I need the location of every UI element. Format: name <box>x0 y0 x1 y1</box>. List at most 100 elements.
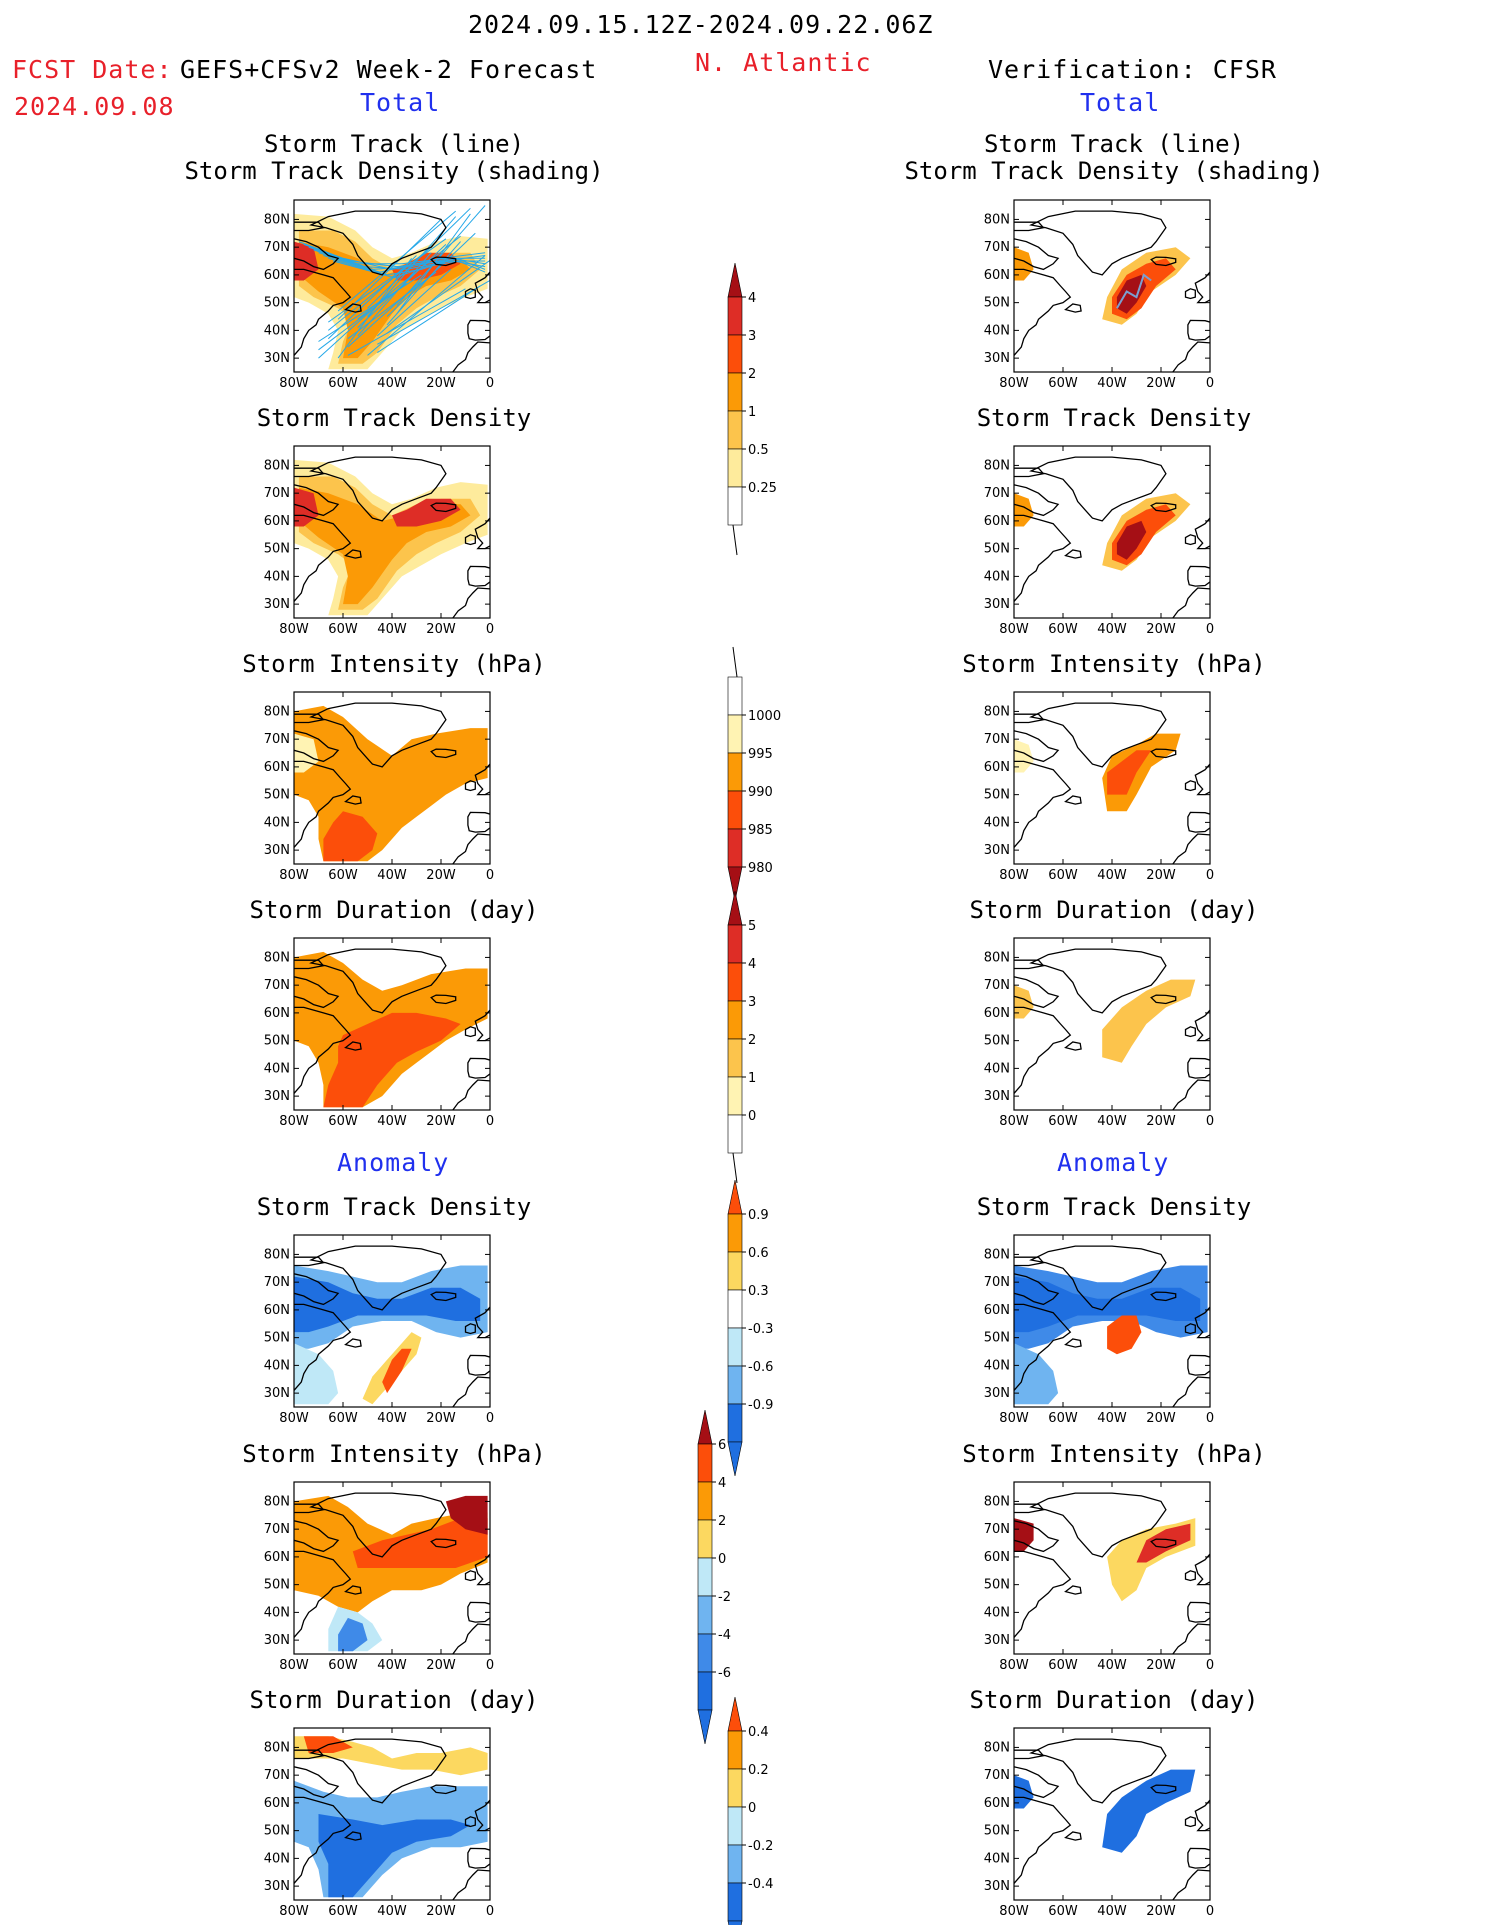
coast-newfoundland <box>344 1831 362 1841</box>
lon-label: 20W <box>426 1114 456 1129</box>
map-density-left: 80N 70N 60N 50N 40N 30N 80W 60W 40W 20W 0 <box>264 445 494 637</box>
lon-label: 80W <box>999 376 1029 391</box>
lon-label: 60W <box>328 376 358 391</box>
lon-label: 0 <box>486 1114 494 1129</box>
lat-label: 80N <box>264 1740 290 1755</box>
lon-label: 20W <box>426 868 456 883</box>
colorbar-segment <box>727 924 743 964</box>
colorbar-segment <box>697 1519 713 1559</box>
lat-label: 60N <box>984 268 1010 283</box>
coast-arctic1 <box>1014 1749 1045 1760</box>
lat-label: 60N <box>984 514 1010 529</box>
lat-label: 60N <box>984 1303 1010 1318</box>
coast-newfoundland <box>1064 1831 1082 1841</box>
map-anom-density-right: 80N 70N 60N 50N 40N 30N 80W 60W 40W 20W 0 <box>984 1234 1214 1426</box>
lon-label: 60W <box>1048 1411 1078 1426</box>
lat-label: 40N <box>264 569 290 584</box>
colorbar-label: 2 <box>718 1514 726 1529</box>
coast-iceland <box>1150 1538 1177 1549</box>
title-density-right: Storm Track Density <box>976 404 1252 432</box>
colorbar-label: -0.3 <box>748 1322 773 1337</box>
coast-baffin <box>294 238 340 271</box>
lat-label: 50N <box>984 1034 1010 1049</box>
colorbar-segment <box>697 1633 713 1673</box>
lon-label: 0 <box>486 1411 494 1426</box>
lat-label: 30N <box>984 1386 1010 1401</box>
coast-newfoundland <box>1064 549 1082 559</box>
coast-arctic1 <box>1014 959 1045 970</box>
coast-ireland <box>464 1026 476 1038</box>
lon-label: 80W <box>279 1114 309 1129</box>
lon-label: 80W <box>279 868 309 883</box>
lat-label: 50N <box>264 1034 290 1049</box>
lat-label: 80N <box>984 950 1010 965</box>
colorbar-label: 0.25 <box>748 481 777 496</box>
lon-label: 0 <box>486 1904 494 1919</box>
coast-baffin <box>294 1520 340 1553</box>
lon-label: 40W <box>1097 1904 1127 1919</box>
coast-europe <box>1194 517 1210 550</box>
verification-label: Verification: CFSR <box>988 55 1277 84</box>
lon-label: 20W <box>426 622 456 637</box>
colorbar-label: 3 <box>748 995 756 1010</box>
coast-newfoundland <box>344 1041 362 1051</box>
coastlines <box>294 702 490 864</box>
lat-label: 70N <box>984 240 1010 255</box>
coast-iberia <box>1187 1847 1210 1869</box>
coast-labrador <box>294 1550 352 1638</box>
colorbar-segment <box>727 752 743 792</box>
colorbar-segment <box>697 1671 713 1711</box>
coast-baffin <box>294 1273 340 1306</box>
colorbar-segment <box>727 486 743 526</box>
shading-aLight <box>294 1343 339 1405</box>
storm-track <box>376 269 452 337</box>
coastlines <box>294 948 490 1110</box>
shading-aRed2 <box>382 1348 412 1394</box>
lat-label: 50N <box>984 296 1010 311</box>
colorbar-label: 0.6 <box>748 1246 769 1261</box>
map-duration-right: 80N 70N 60N 50N 40N 30N 80W 60W 40W 20W 0 <box>984 937 1214 1129</box>
colorbar-segment <box>727 1213 743 1253</box>
storm-track <box>318 274 422 342</box>
coast-labrador <box>1014 1796 1072 1884</box>
lat-label: 70N <box>264 240 290 255</box>
coastlines <box>294 1738 490 1900</box>
lat-label: 40N <box>264 1061 290 1076</box>
coast-newfoundland <box>1064 1585 1082 1595</box>
coast-iberia <box>467 1057 490 1079</box>
coast-africa <box>452 1079 490 1110</box>
colorbar-label: 2 <box>748 367 756 382</box>
lat-label: 40N <box>984 1061 1010 1076</box>
coast-iceland <box>430 1538 457 1549</box>
storm-track <box>357 244 447 328</box>
coast-scand <box>1209 1554 1210 1556</box>
coast-iberia <box>467 811 490 833</box>
lon-label: 20W <box>1146 1114 1176 1129</box>
lat-label: 50N <box>984 788 1010 803</box>
coast-iceland <box>1150 1291 1177 1302</box>
lon-label: 80W <box>999 622 1029 637</box>
title-duration-right: Storm Duration (day) <box>969 896 1259 924</box>
lat-label: 70N <box>984 1522 1010 1537</box>
coast-europe <box>474 517 490 550</box>
colorbar-label: 5 <box>748 919 756 934</box>
colorbar-segment <box>727 1844 743 1884</box>
colorbar-segment <box>727 714 743 754</box>
coast-baffin <box>1014 976 1060 1009</box>
map-field <box>1014 702 1210 864</box>
lat-label: 50N <box>264 788 290 803</box>
coast-arctic1 <box>1014 1503 1045 1514</box>
lat-label: 60N <box>264 1550 290 1565</box>
lon-label: 20W <box>426 1411 456 1426</box>
map-duration-left: 80N 70N 60N 50N 40N 30N 80W 60W 40W 20W 0 <box>264 937 494 1129</box>
coast-africa <box>452 1623 490 1654</box>
colorbar-label: 1000 <box>748 709 781 724</box>
coast-labrador <box>294 760 352 848</box>
coast-africa <box>1172 1623 1210 1654</box>
storm-track <box>377 279 490 345</box>
shading-westR <box>1014 739 1034 773</box>
lat-label: 70N <box>264 732 290 747</box>
coast-ireland <box>1184 534 1196 546</box>
title-track-shading-right: Storm Track Density (shading) <box>904 157 1324 185</box>
coast-scand <box>1209 1010 1210 1012</box>
